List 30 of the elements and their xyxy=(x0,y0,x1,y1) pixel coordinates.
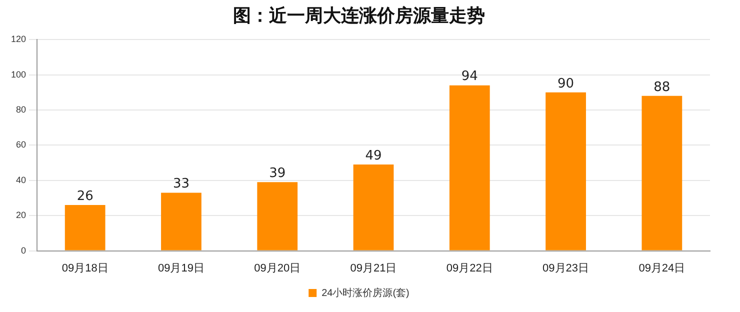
bar xyxy=(642,96,682,250)
y-tick-label: 60 xyxy=(16,140,26,150)
data-label: 49 xyxy=(365,148,382,164)
bar xyxy=(64,205,106,250)
x-tick-label: 09月23日 xyxy=(542,262,590,274)
bar xyxy=(257,182,298,250)
x-tick-label: 09月22日 xyxy=(446,262,493,274)
bar xyxy=(161,192,202,250)
data-label: 33 xyxy=(172,176,190,192)
bar xyxy=(449,85,490,250)
data-label: 26 xyxy=(76,188,94,204)
data-label: 94 xyxy=(461,69,478,84)
y-tick-label: 80 xyxy=(16,104,26,114)
bar xyxy=(546,92,586,250)
x-tick-label: 09月21日 xyxy=(350,262,397,274)
data-label: 90 xyxy=(558,76,574,92)
y-tick-label: 120 xyxy=(10,34,26,44)
y-tick-label: 100 xyxy=(10,69,26,80)
bar xyxy=(353,164,394,250)
legend-label: 24小时涨价房源(套) xyxy=(322,286,410,299)
x-tick-label: 09月18日 xyxy=(62,262,108,274)
x-tick-label: 09月24日 xyxy=(638,262,686,274)
y-tick-label: 20 xyxy=(16,210,26,220)
chart-title: 图：近一周大连涨价房源量走势 xyxy=(233,5,485,26)
data-label: 39 xyxy=(269,166,286,182)
data-label: 88 xyxy=(654,80,670,95)
x-tick-label: 09月19日 xyxy=(158,262,204,274)
x-tick-label: 09月20日 xyxy=(254,262,301,274)
y-tick-label: 40 xyxy=(16,174,26,185)
y-tick-label: 0 xyxy=(21,245,26,256)
